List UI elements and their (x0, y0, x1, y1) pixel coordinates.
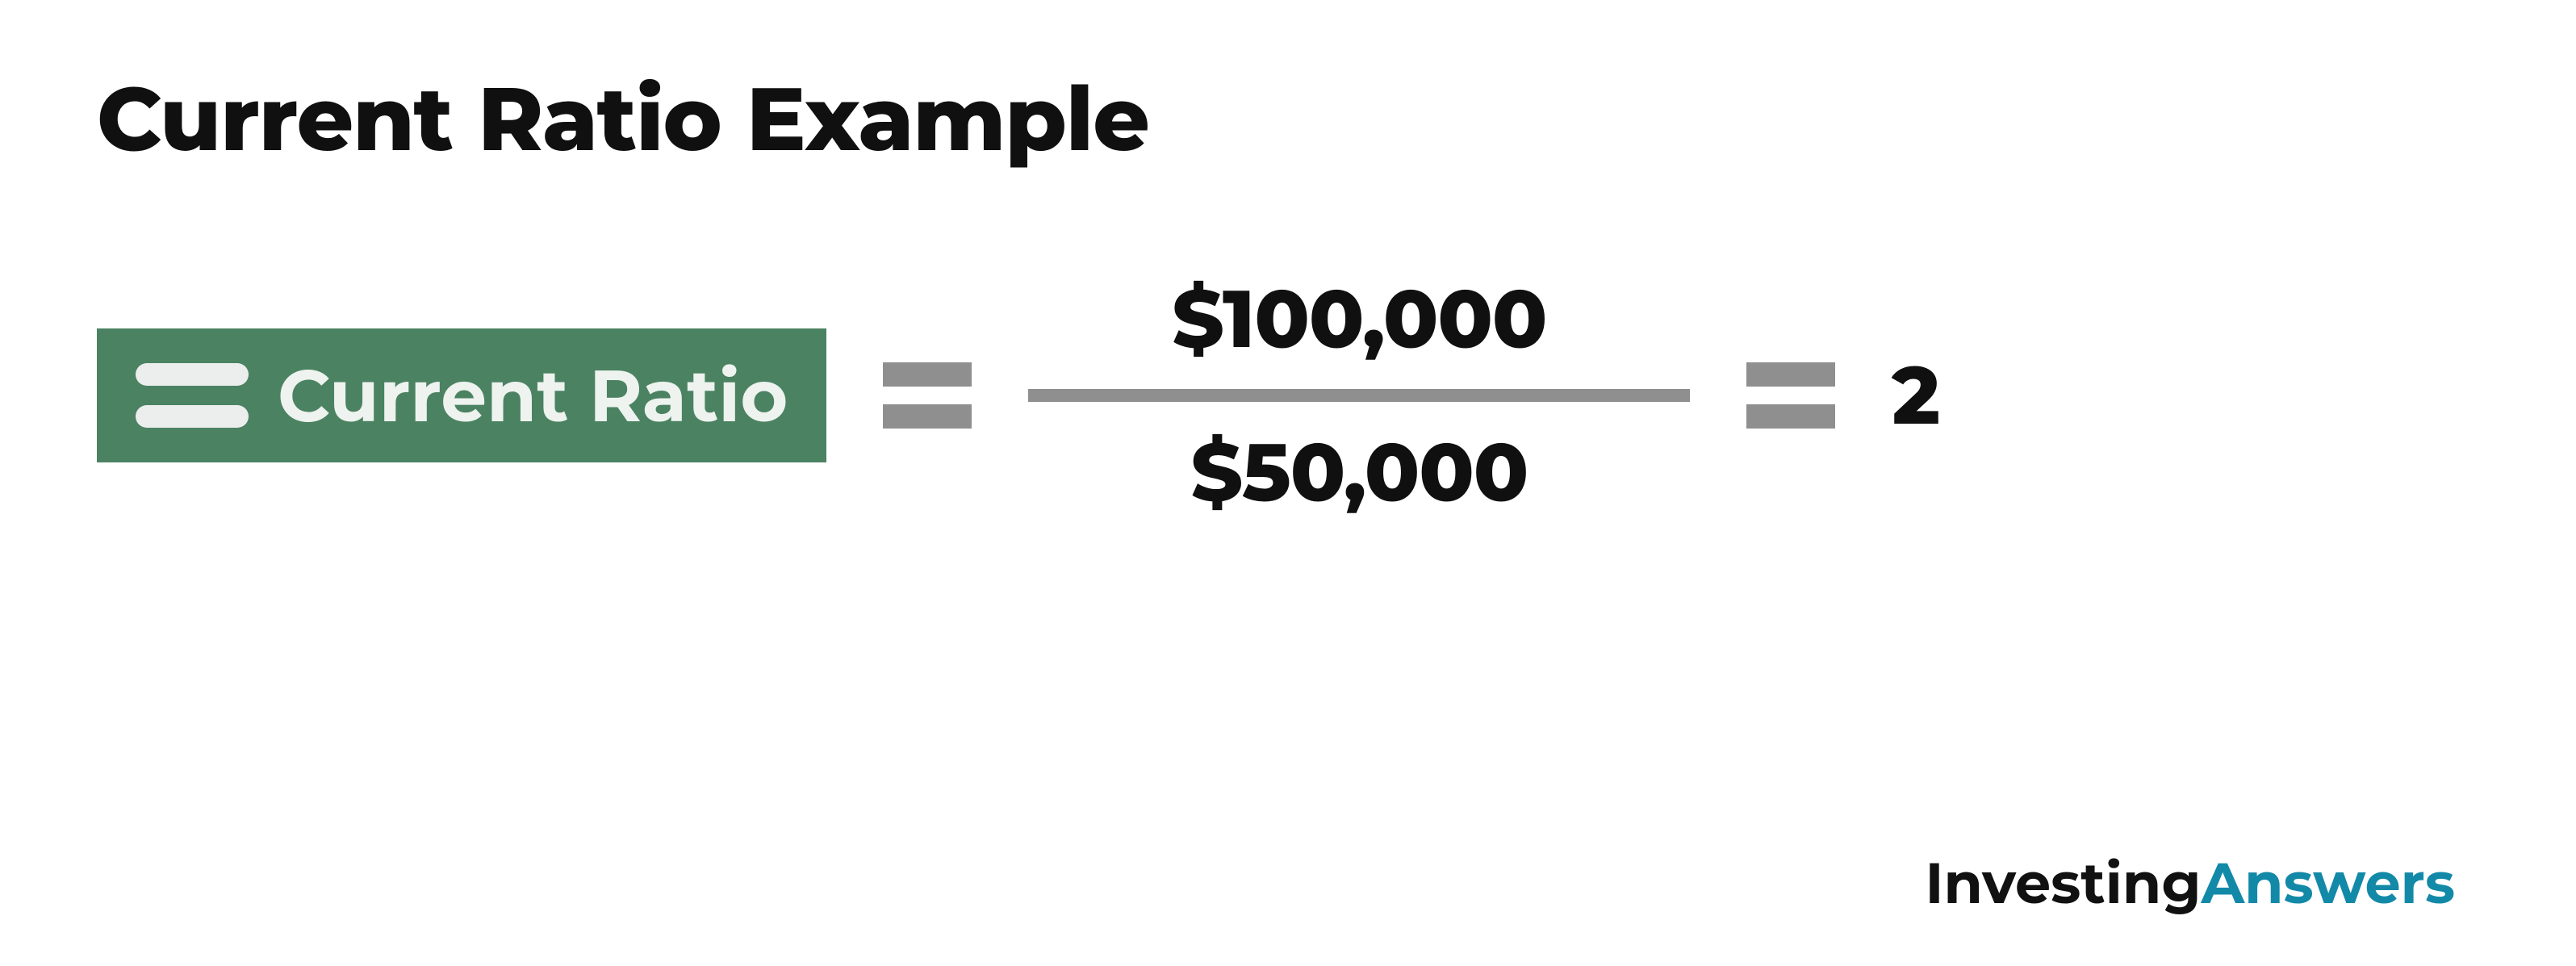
fraction-numerator: $100,000 (1172, 270, 1546, 368)
brand-logo: InvestingAnswers (1926, 848, 2455, 918)
page-title: Current Ratio Example (97, 65, 2479, 173)
equals-icon-bar (136, 363, 249, 386)
equals-icon (136, 363, 249, 428)
equals-icon-bar (136, 405, 249, 428)
result-value: 2 (1892, 346, 1940, 445)
fraction-denominator: $50,000 (1190, 423, 1528, 521)
equals-bar (1746, 362, 1835, 387)
equals-bar (883, 362, 972, 387)
fraction: $100,000 $50,000 (1028, 270, 1690, 521)
equals-sign (883, 362, 972, 429)
equals-bar (883, 404, 972, 429)
fraction-line (1028, 389, 1690, 402)
brand-part1: Investing (1926, 848, 2202, 918)
equation-row: Current Ratio $100,000 $50,000 2 (97, 270, 2479, 521)
brand-part2: Answers (2201, 848, 2455, 918)
equals-sign (1746, 362, 1835, 429)
ratio-badge: Current Ratio (97, 328, 826, 462)
equals-bar (1746, 404, 1835, 429)
ratio-badge-label: Current Ratio (278, 351, 788, 440)
